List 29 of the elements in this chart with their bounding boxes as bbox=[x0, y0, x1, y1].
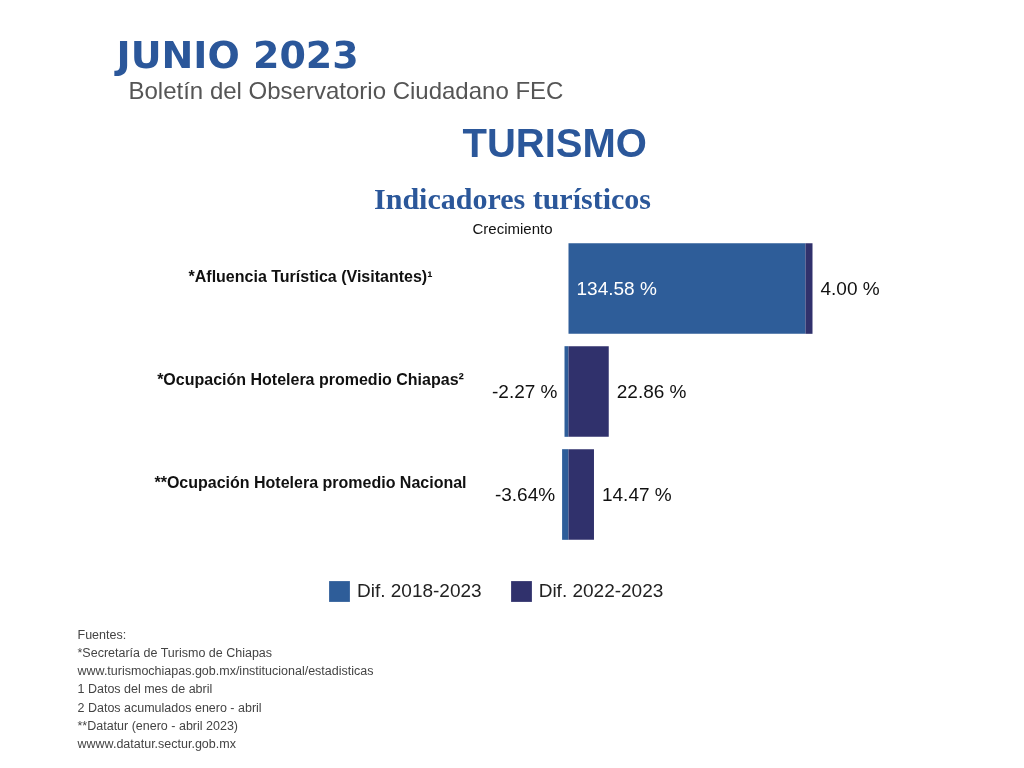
bar bbox=[568, 449, 594, 540]
text: **Datatur (enero - abril 2023) bbox=[77, 719, 238, 733]
bar bbox=[562, 449, 569, 540]
chart-title: Indicadores turísticos bbox=[374, 181, 651, 215]
text: *Secretaría de Turismo de Chiapas bbox=[77, 645, 273, 660]
data-label: 4.00 % bbox=[820, 278, 880, 299]
bar bbox=[568, 243, 806, 334]
bar bbox=[805, 243, 813, 334]
text: TURISMO bbox=[462, 120, 647, 165]
text: Boletín del Observatorio Ciudadano FEC bbox=[128, 76, 564, 104]
text: 2 Datos acumulados enero - abril bbox=[77, 700, 262, 715]
chart-subtitle: Crecimiento bbox=[472, 219, 553, 237]
y-tick-label: **Ocupación Hotelera promedio Nacional bbox=[154, 474, 467, 491]
y-tick-label: *Ocupación Hotelera promedio Chiapas² bbox=[157, 371, 464, 388]
text: www.turismochiapas.gob.mx/institucional/estadisticas bbox=[76, 664, 374, 679]
data-label: 134.58 % bbox=[576, 278, 657, 299]
legend-label: Dif. 2022-2023 bbox=[538, 580, 664, 602]
data-label: 22.86 % bbox=[616, 381, 687, 402]
legend-label: Dif. 2018-2023 bbox=[357, 580, 482, 602]
text: 1 Datos del mes de abril bbox=[77, 682, 213, 697]
data-label: 14.47 % bbox=[601, 484, 672, 505]
text: JUNIO 2023 bbox=[113, 32, 359, 77]
data-label: -3.64% bbox=[494, 484, 556, 505]
bar bbox=[568, 346, 609, 437]
y-tick-label: *Afluencia Turística (Visitantes)¹ bbox=[188, 268, 433, 285]
text: wwww.datatur.sectur.gob.mx bbox=[76, 737, 237, 752]
source-note: Fuentes: bbox=[77, 627, 127, 642]
bar bbox=[564, 346, 569, 437]
data-label: -2.27 % bbox=[492, 381, 558, 402]
